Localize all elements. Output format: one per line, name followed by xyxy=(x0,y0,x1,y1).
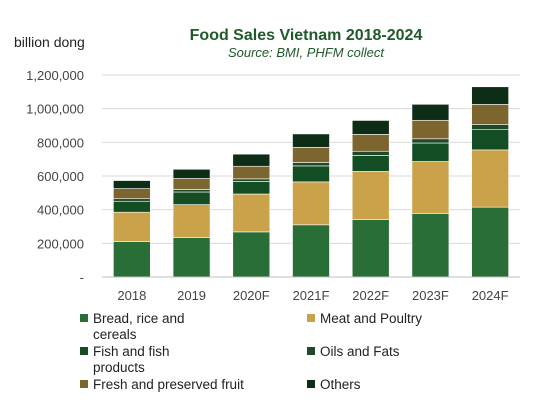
bar-segment xyxy=(471,206,509,278)
bar-segment xyxy=(292,165,330,183)
x-tick-label: 2023F xyxy=(412,288,449,303)
bar-segment xyxy=(172,204,211,238)
x-tick-label: 2020F xyxy=(233,288,270,303)
y-tick-label: 200,000 xyxy=(37,236,84,251)
y-tick-label: 400,000 xyxy=(37,203,84,218)
bar-segment xyxy=(172,178,211,190)
legend-label: Bread, rice and cereals xyxy=(93,311,185,342)
bar-segment xyxy=(411,213,450,278)
legend-swatch xyxy=(80,347,88,355)
x-tick-label: 2019 xyxy=(177,288,206,303)
bar-segment xyxy=(471,86,509,105)
bar-segment xyxy=(292,147,330,163)
legend-label: Oils and Fats xyxy=(320,344,400,359)
y-tick-label: 1,200,000 xyxy=(26,68,84,83)
bar-segment xyxy=(351,219,390,278)
bar-segment xyxy=(471,129,509,151)
bar-segment xyxy=(232,181,271,195)
y-tick-label: 1,000,000 xyxy=(26,102,84,117)
chart-title: Food Sales Vietnam 2018-2024 xyxy=(190,27,423,44)
bar-segment xyxy=(232,153,271,167)
bar-segment xyxy=(471,124,509,131)
bar-segment xyxy=(411,161,450,214)
bar-segment xyxy=(351,150,390,156)
bar-segment xyxy=(411,119,450,140)
bar-segment xyxy=(113,200,151,213)
legend-swatch xyxy=(80,380,88,388)
bar-segment xyxy=(471,149,509,208)
bar-segment xyxy=(351,120,390,135)
bar-segment xyxy=(232,178,271,182)
bar-segment xyxy=(172,168,211,179)
legend-label: Fish and fish products xyxy=(93,344,170,375)
y-axis-ticks: - 200,000 400,000 600,000 800,000 1,000,000 1,… xyxy=(26,68,84,285)
bar-segment xyxy=(471,104,509,125)
bar-segment xyxy=(351,171,390,220)
bar-segment xyxy=(232,193,271,233)
bar-segment xyxy=(351,155,390,172)
legend-label: Others xyxy=(320,377,361,392)
bar-segment xyxy=(292,224,330,278)
bar-segment xyxy=(113,188,151,200)
bar-segment xyxy=(172,189,211,193)
bar-segment xyxy=(292,181,330,226)
x-tick-label: 2018 xyxy=(117,288,146,303)
bar-segment xyxy=(113,180,151,189)
bars xyxy=(113,86,509,278)
y-axis-label: billion dong xyxy=(14,34,85,50)
bar-segment xyxy=(411,138,450,144)
bar-segment xyxy=(113,211,151,242)
bar-segment xyxy=(351,134,390,152)
bar-segment xyxy=(232,165,271,180)
legend-label: Fresh and preserved fruit xyxy=(93,377,244,392)
y-tick-label: 800,000 xyxy=(37,135,84,150)
chart-subtitle: Source: BMI, PHFM collect xyxy=(228,45,385,60)
bar-segment xyxy=(172,237,211,278)
x-axis-ticks: 2018 2019 2020F 2021F 2022F 2023F 2024F xyxy=(117,288,508,303)
legend-swatch xyxy=(307,314,315,322)
legend-swatch xyxy=(307,380,315,388)
bar-segment xyxy=(232,231,271,278)
legend-label: Meat and Poultry xyxy=(320,311,422,326)
bar-segment xyxy=(172,191,211,205)
x-tick-label: 2022F xyxy=(352,288,389,303)
bar-segment xyxy=(411,103,450,121)
bar-segment xyxy=(292,162,330,167)
legend-swatch xyxy=(307,347,315,355)
bar-segment xyxy=(411,142,450,162)
bar-segment xyxy=(292,133,330,148)
legend-swatch xyxy=(80,314,88,322)
x-tick-label: 2024F xyxy=(472,288,509,303)
x-tick-label: 2021F xyxy=(293,288,330,303)
y-tick-label: - xyxy=(80,270,84,285)
bar-segment xyxy=(113,198,151,202)
legend: Bread, rice and cereals Meat and Poultry Fi… xyxy=(80,311,422,392)
y-tick-label: 600,000 xyxy=(37,169,84,184)
bar-segment xyxy=(113,241,151,278)
